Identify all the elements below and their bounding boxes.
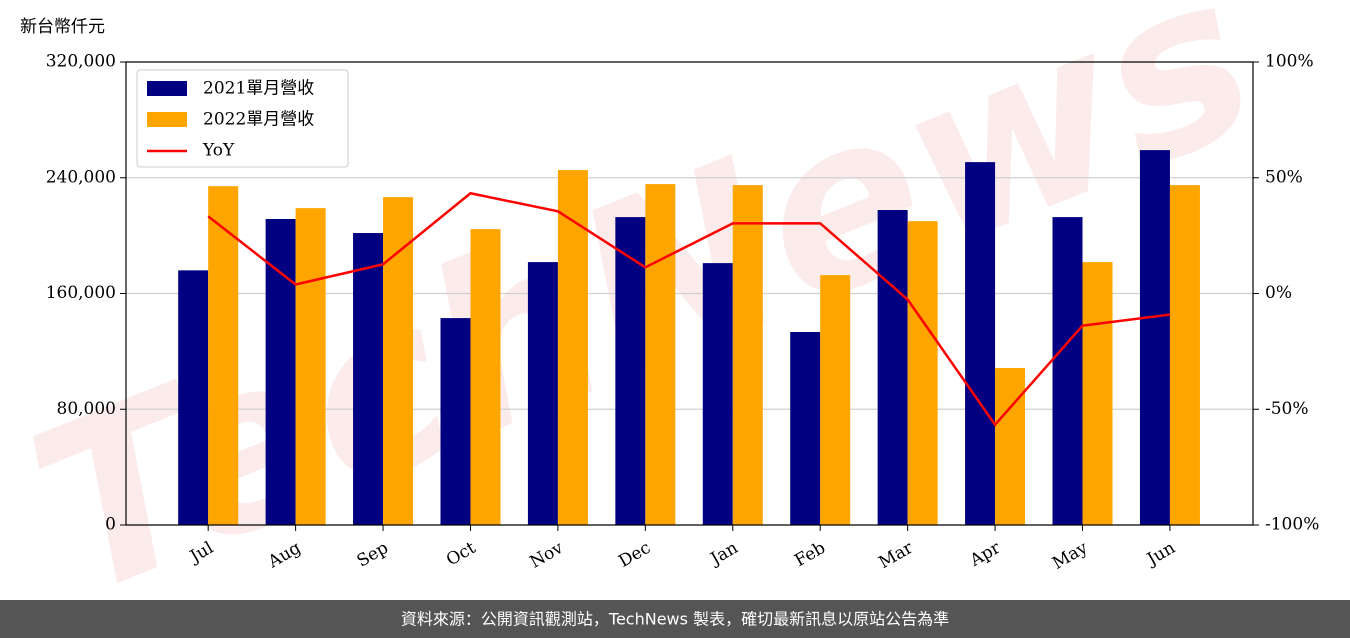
bar (527, 262, 558, 525)
bar (1052, 217, 1083, 526)
footer: 資料來源：公開資訊觀測站，TechNews 製表，確切最新訊息以原站公告為準 (401, 610, 949, 629)
legend-label: 2021單月營收 (203, 79, 314, 99)
y2-tick-label: -100% (1265, 515, 1319, 535)
plot-frame (125, 61, 1254, 526)
x-tick-label: Jun (1142, 538, 1179, 571)
bar (353, 233, 384, 525)
x-tick-label: Feb (791, 538, 829, 571)
bar (440, 318, 471, 525)
bar (383, 197, 414, 525)
bar (178, 270, 209, 525)
legend-swatch (147, 112, 187, 127)
legend-label: YoY (202, 141, 235, 161)
x-tick-label: Oct (443, 538, 479, 571)
bar (295, 208, 326, 525)
bar (732, 185, 763, 525)
bar (557, 170, 588, 526)
x-tick-label: Dec (615, 538, 654, 572)
footer-band (0, 600, 1350, 638)
y-tick-label: 80,000 (57, 399, 116, 419)
bar (820, 275, 851, 525)
bar (907, 221, 938, 525)
legend-swatch (147, 81, 187, 96)
x-tick-label: May (1049, 538, 1092, 574)
bar (1139, 150, 1170, 525)
bar (470, 229, 501, 525)
y2-tick-label: -50% (1265, 399, 1309, 419)
bar (995, 368, 1026, 525)
bar (877, 210, 908, 525)
y2-tick-label: 0% (1265, 283, 1292, 303)
bar (208, 186, 239, 525)
bar (702, 263, 733, 525)
y2-tick-label: 100% (1265, 52, 1314, 72)
legend-label: 2022單月營收 (203, 110, 314, 130)
y-tick-label: 0 (105, 515, 116, 535)
x-tick-label: Jan (706, 538, 742, 570)
legend-box (136, 69, 349, 168)
x-tick-label: Nov (527, 538, 567, 573)
y2-tick-label: 50% (1265, 167, 1303, 187)
y-axis-label: 新台幣仟元 (20, 17, 105, 37)
bar (265, 218, 296, 525)
y-tick-label: 160,000 (46, 283, 116, 303)
bar (790, 331, 821, 525)
bar (615, 217, 646, 526)
yoy-line (207, 191, 1171, 427)
bar (965, 162, 996, 525)
bar (645, 184, 676, 525)
x-tick-label: Mar (876, 537, 918, 573)
y-tick-label: 320,000 (46, 52, 116, 72)
x-tick-label: Apr (966, 537, 1005, 571)
bar (1169, 185, 1200, 525)
bar (1082, 262, 1113, 525)
y-tick-label: 240,000 (46, 167, 116, 187)
